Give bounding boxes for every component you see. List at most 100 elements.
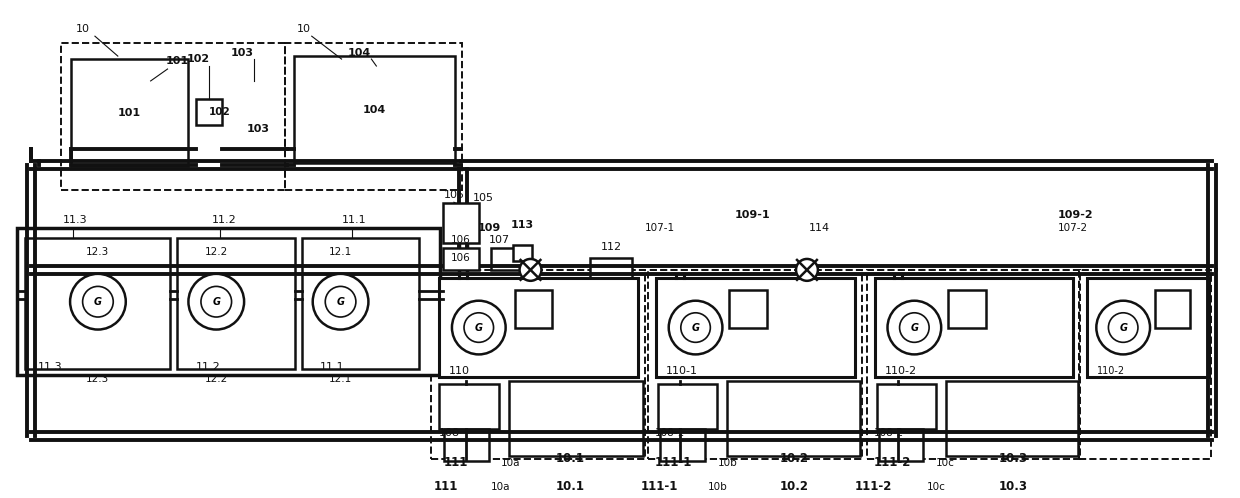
Text: 10.2: 10.2 <box>780 452 808 465</box>
Circle shape <box>899 313 929 342</box>
Circle shape <box>312 274 368 330</box>
Text: 110: 110 <box>449 367 470 376</box>
Text: 106: 106 <box>451 253 471 263</box>
Text: 12.3: 12.3 <box>87 247 109 257</box>
Text: 12.1: 12.1 <box>329 374 352 384</box>
Bar <box>301 238 419 370</box>
Text: 11.3: 11.3 <box>38 363 63 373</box>
Text: 10a: 10a <box>491 482 511 492</box>
Circle shape <box>201 286 232 317</box>
Text: 10.3: 10.3 <box>998 452 1027 465</box>
Circle shape <box>325 286 356 317</box>
Text: 10a: 10a <box>501 458 520 468</box>
Bar <box>1080 270 1210 459</box>
Bar <box>590 258 632 282</box>
Text: G: G <box>212 297 221 307</box>
Bar <box>196 99 222 124</box>
Text: 105: 105 <box>472 193 494 203</box>
Bar <box>177 238 295 370</box>
Text: 111: 111 <box>434 480 458 493</box>
Bar <box>729 290 768 328</box>
Text: 107-1: 107-1 <box>645 223 675 233</box>
Text: 11.2: 11.2 <box>212 215 237 225</box>
Text: 10c: 10c <box>936 458 955 468</box>
Bar <box>443 203 479 243</box>
Text: 102: 102 <box>187 54 210 64</box>
Circle shape <box>71 274 125 330</box>
Text: 102: 102 <box>210 107 231 117</box>
Text: 106: 106 <box>451 235 471 245</box>
Text: 10.2: 10.2 <box>780 480 808 493</box>
Text: 105: 105 <box>444 190 465 200</box>
Bar <box>656 278 854 377</box>
Circle shape <box>1109 313 1138 342</box>
Text: 111-1: 111-1 <box>641 480 678 493</box>
Text: 104: 104 <box>363 105 386 115</box>
Text: G: G <box>692 323 699 333</box>
Text: 110-2: 110-2 <box>884 367 916 376</box>
Bar <box>439 278 637 377</box>
Text: 111-1: 111-1 <box>655 456 692 469</box>
Circle shape <box>83 286 113 317</box>
Text: 11.2: 11.2 <box>196 363 221 373</box>
Circle shape <box>796 259 818 281</box>
Text: 12.2: 12.2 <box>205 247 228 257</box>
Bar <box>508 381 642 456</box>
Bar <box>946 381 1079 456</box>
Text: 101: 101 <box>118 108 141 118</box>
Text: 11.1: 11.1 <box>341 215 366 225</box>
Bar <box>512 245 532 261</box>
Bar <box>660 429 704 461</box>
Text: 114: 114 <box>808 223 830 233</box>
Text: 109-1: 109-1 <box>734 210 770 220</box>
Text: 103: 103 <box>247 124 270 133</box>
Bar <box>71 59 188 166</box>
Text: 108: 108 <box>439 428 460 438</box>
Circle shape <box>681 313 711 342</box>
Text: 11.3: 11.3 <box>63 215 88 225</box>
Text: 104: 104 <box>348 48 371 58</box>
Text: 10c: 10c <box>926 482 946 492</box>
Bar <box>877 384 936 429</box>
Text: 107: 107 <box>489 235 510 245</box>
Text: 10b: 10b <box>718 458 738 468</box>
Bar <box>728 381 859 456</box>
Bar <box>285 43 461 190</box>
Bar <box>439 384 498 429</box>
Text: 110-1: 110-1 <box>666 367 698 376</box>
Bar <box>867 270 1080 459</box>
Text: 12.3: 12.3 <box>87 374 109 384</box>
Text: 108-1: 108-1 <box>655 428 684 438</box>
Bar <box>443 248 479 270</box>
Bar <box>1087 278 1209 377</box>
Text: 111-2: 111-2 <box>873 456 911 469</box>
Bar <box>432 270 645 459</box>
Bar <box>61 43 285 190</box>
Bar <box>874 278 1074 377</box>
Bar <box>294 56 455 163</box>
Text: 10.1: 10.1 <box>556 452 585 465</box>
Text: 101: 101 <box>166 56 188 66</box>
Circle shape <box>464 313 494 342</box>
Bar <box>17 228 440 375</box>
Text: G: G <box>910 323 919 333</box>
Text: 111-2: 111-2 <box>854 480 893 493</box>
Text: G: G <box>1120 323 1127 333</box>
Text: G: G <box>94 297 102 307</box>
Text: 103: 103 <box>231 48 254 58</box>
Bar <box>657 384 718 429</box>
Text: 10.1: 10.1 <box>556 480 585 493</box>
Text: 10b: 10b <box>708 482 728 492</box>
Circle shape <box>520 259 542 281</box>
Circle shape <box>188 274 244 330</box>
Circle shape <box>451 301 506 355</box>
Text: 110-2: 110-2 <box>1097 367 1126 376</box>
Bar <box>444 429 489 461</box>
Text: 11.1: 11.1 <box>320 363 345 373</box>
Text: 12.1: 12.1 <box>329 247 352 257</box>
Bar <box>1154 290 1190 328</box>
Text: 113: 113 <box>511 220 533 230</box>
Bar <box>647 270 862 459</box>
Text: G: G <box>336 297 345 307</box>
Bar <box>949 290 986 328</box>
